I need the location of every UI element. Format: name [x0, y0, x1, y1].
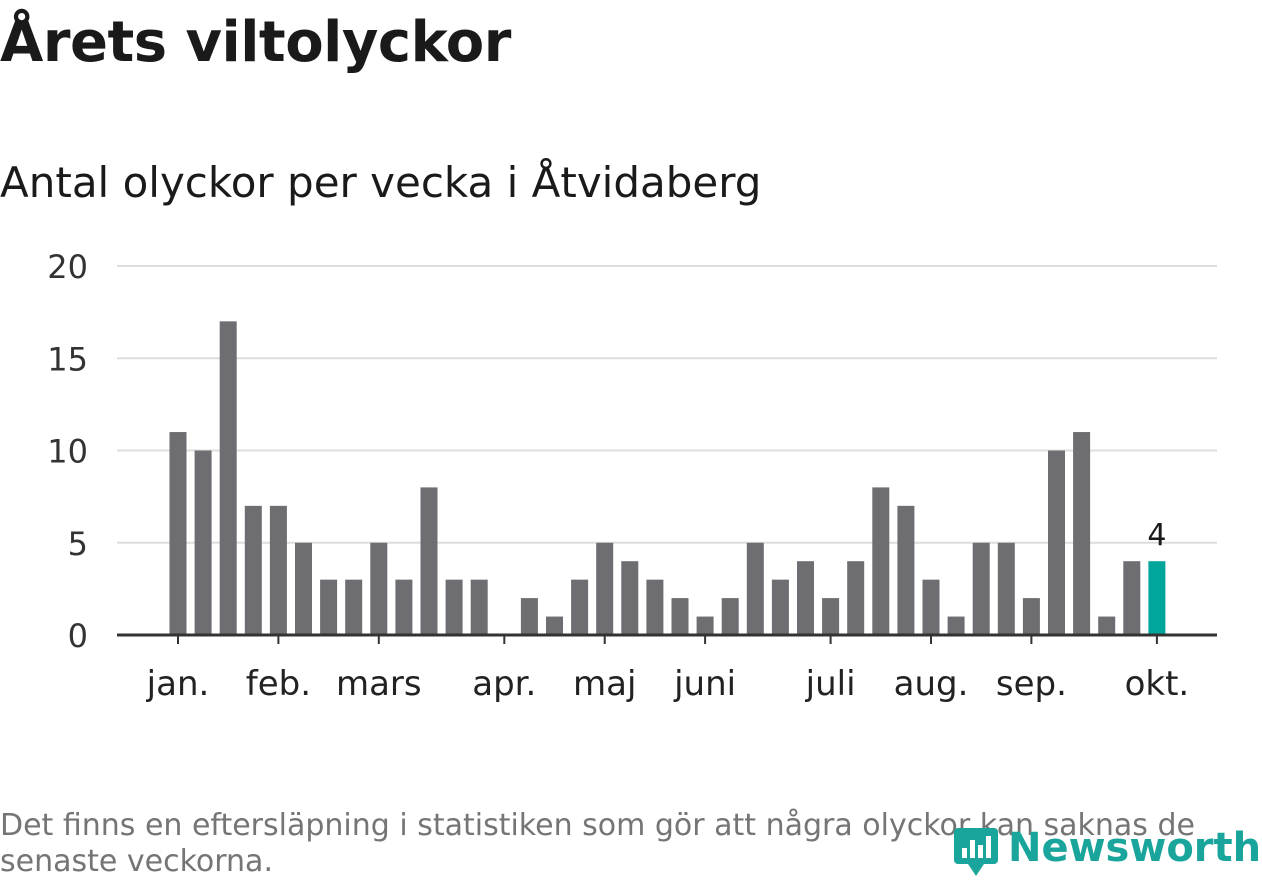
bar	[646, 579, 664, 635]
bars	[169, 321, 1166, 635]
bar	[997, 542, 1015, 635]
bar-chart: 0 5 10 15 20 jan. feb. mars apr. maj juni juli aug.…	[47, 248, 1217, 704]
x-axis-tick-labels: jan. feb. mars apr. maj juni juli aug. sep. okt.	[146, 664, 1190, 704]
bar	[571, 579, 589, 635]
y-axis-tick-labels: 0 5 10 15 20	[47, 248, 88, 655]
bar	[370, 542, 388, 635]
bar	[420, 487, 438, 635]
bar	[922, 579, 940, 635]
x-tick-label: apr.	[472, 664, 536, 704]
bar	[219, 321, 237, 635]
bar	[345, 579, 363, 635]
bar	[1123, 561, 1141, 635]
x-tick-label: jan.	[146, 664, 210, 704]
brand-logo: Newsworthy	[952, 818, 1262, 878]
x-axis	[117, 633, 1217, 644]
x-tick-label: juni	[673, 664, 736, 704]
y-tick-label: 15	[47, 340, 88, 378]
bar	[1098, 616, 1116, 635]
bar	[546, 616, 563, 635]
y-tick-label: 0	[68, 617, 88, 655]
x-tick-label: okt.	[1125, 664, 1190, 704]
bar	[822, 598, 840, 635]
x-tick-label: sep.	[996, 664, 1067, 704]
newsworthy-logo-icon	[954, 828, 998, 876]
bar	[596, 542, 614, 635]
bar	[395, 579, 413, 635]
bar	[1048, 450, 1065, 635]
x-tick-label: maj	[573, 664, 636, 704]
bar	[847, 561, 865, 635]
bar	[1022, 598, 1040, 635]
data-labels: 4	[1147, 518, 1166, 553]
chart-title: Årets viltolyckor	[0, 10, 511, 75]
bar	[671, 598, 689, 635]
bar	[244, 505, 262, 635]
x-tick-label: aug.	[894, 664, 969, 704]
bar	[194, 450, 212, 635]
brand-name: Newsworthy	[1008, 825, 1262, 871]
bar	[470, 579, 488, 635]
bar	[797, 561, 814, 635]
bar-highlight	[1148, 561, 1166, 635]
bar	[972, 542, 990, 635]
bar	[947, 616, 965, 635]
bar	[320, 579, 338, 635]
bar	[169, 432, 187, 635]
bar	[721, 598, 739, 635]
bar	[897, 505, 915, 635]
bar	[746, 542, 764, 635]
bar	[872, 487, 890, 635]
x-tick-label: feb.	[246, 664, 311, 704]
highlight-value-label: 4	[1147, 518, 1166, 553]
bar	[771, 579, 789, 635]
y-tick-label: 10	[47, 433, 88, 471]
y-tick-label: 5	[68, 525, 88, 563]
y-tick-label: 20	[47, 248, 88, 286]
bar	[1073, 432, 1091, 635]
x-tick-label: mars	[336, 664, 422, 704]
bar	[269, 505, 287, 635]
bar	[445, 579, 463, 635]
bar	[696, 616, 714, 635]
chart-subtitle: Antal olyckor per vecka i Åtvidaberg	[0, 158, 762, 207]
bar	[621, 561, 639, 635]
x-tick-label: juli	[805, 664, 856, 704]
bar	[295, 542, 312, 635]
bar	[520, 598, 538, 635]
